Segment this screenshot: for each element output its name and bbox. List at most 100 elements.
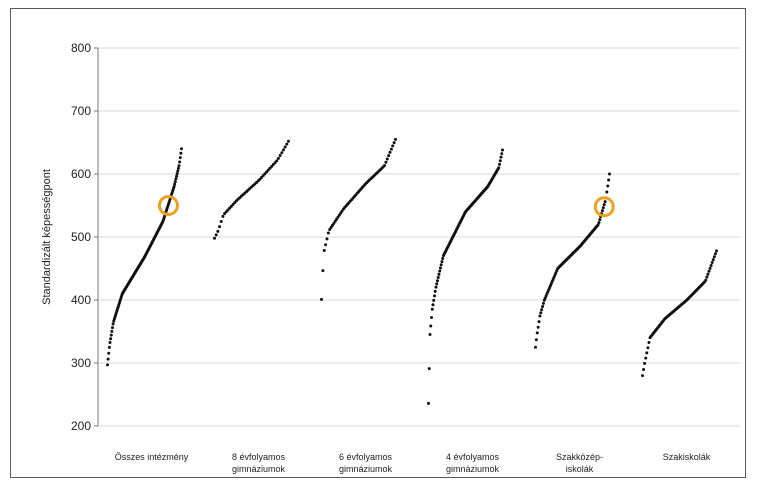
data-point-c0-7 <box>110 329 114 333</box>
data-point-c1-40 <box>280 151 284 155</box>
category-label-0-0: Összes intézmény <box>115 452 189 462</box>
data-point-c5-69 <box>715 249 718 253</box>
y-tick-label-400: 400 <box>71 293 91 307</box>
data-point-c2-53 <box>392 141 396 145</box>
data-point-c1-42 <box>283 145 287 149</box>
data-point-c2-5 <box>326 231 330 235</box>
data-point-c0-118 <box>179 151 183 155</box>
data-point-c3-19 <box>441 256 445 260</box>
data-point-c4-3 <box>536 325 540 329</box>
data-point-c4-9 <box>541 301 545 305</box>
data-point-c4-84 <box>608 172 611 176</box>
data-point-c1-38 <box>276 156 280 160</box>
data-point-c1-1 <box>214 233 218 237</box>
data-point-c0-114 <box>176 166 180 170</box>
category-label-5-0: Szakiskolák <box>663 452 711 462</box>
data-point-c0-4 <box>108 341 112 345</box>
y-tick-label-200: 200 <box>71 419 91 433</box>
data-point-c2-47 <box>384 160 388 164</box>
data-point-c3-16 <box>438 266 442 270</box>
data-point-c3-0 <box>427 401 430 405</box>
data-point-c2-50 <box>388 150 392 154</box>
data-point-c4-1 <box>534 338 538 342</box>
data-point-c1-3 <box>218 225 222 229</box>
data-point-c1-37 <box>275 159 279 163</box>
data-point-c2-2 <box>322 249 326 253</box>
data-point-c4-83 <box>607 178 611 182</box>
data-point-c5-64 <box>709 263 713 267</box>
data-point-c1-41 <box>281 148 285 152</box>
data-point-c3-12 <box>435 279 439 283</box>
data-point-c1-44 <box>287 139 290 143</box>
category-label-2-0: 6 évfolyamos <box>339 452 393 462</box>
data-point-c2-46 <box>383 163 387 167</box>
data-point-c1-39 <box>278 154 282 158</box>
data-point-c0-119 <box>180 147 183 151</box>
category-label-2-1: gimnáziumok <box>339 464 393 474</box>
data-point-c3-6 <box>431 303 435 307</box>
data-point-c0-109 <box>173 180 177 184</box>
data-point-c5-62 <box>707 269 711 273</box>
data-point-c5-0 <box>641 374 644 378</box>
data-point-c2-4 <box>325 237 329 241</box>
data-point-c3-11 <box>435 282 439 286</box>
data-point-c2-52 <box>391 144 395 148</box>
data-point-c5-3 <box>644 356 648 360</box>
data-point-c3-9 <box>433 289 437 293</box>
highlight-ring-c0 <box>157 195 179 216</box>
data-point-c2-48 <box>385 157 389 161</box>
data-point-c0-116 <box>178 160 182 164</box>
data-point-c0-107 <box>172 185 176 189</box>
data-point-c2-3 <box>324 243 328 247</box>
data-point-c0-112 <box>175 172 179 176</box>
data-point-c2-49 <box>387 154 391 158</box>
data-point-c4-72 <box>597 221 601 225</box>
category-label-1-1: gimnáziumok <box>232 464 286 474</box>
data-point-c3-3 <box>429 324 433 328</box>
category-label-3-0: 4 évfolyamos <box>446 452 500 462</box>
data-point-c4-2 <box>535 331 539 335</box>
data-point-c3-14 <box>437 272 441 276</box>
data-point-c5-65 <box>710 261 714 265</box>
data-point-c3-15 <box>438 269 442 273</box>
data-point-c0-9 <box>111 322 115 326</box>
data-point-c4-8 <box>541 305 545 308</box>
category-label-4-1: iskolák <box>566 464 594 474</box>
data-point-c3-10 <box>434 285 438 289</box>
data-point-c4-7 <box>540 308 544 312</box>
data-point-c5-67 <box>712 255 716 259</box>
data-point-c0-113 <box>176 169 180 173</box>
data-point-c5-4 <box>645 351 649 355</box>
data-point-c0-8 <box>110 326 114 330</box>
data-point-c3-13 <box>436 276 440 280</box>
data-point-c3-5 <box>430 307 434 311</box>
data-point-c0-0 <box>106 363 109 367</box>
data-point-c5-5 <box>646 346 650 350</box>
data-point-c3-2 <box>428 332 432 336</box>
data-point-c5-2 <box>643 361 647 365</box>
category-label-4-0: Szakközép- <box>556 452 603 462</box>
data-point-c4-5 <box>538 314 542 318</box>
data-point-c1-0 <box>213 236 216 240</box>
data-point-c5-66 <box>711 258 715 262</box>
y-tick-label-500: 500 <box>71 230 91 244</box>
y-axis-label: Standardizált képességpont <box>41 169 53 305</box>
data-point-c0-5 <box>109 337 113 341</box>
data-point-c3-98 <box>500 152 504 156</box>
data-point-c4-0 <box>534 345 537 349</box>
data-point-c2-0 <box>320 297 323 301</box>
data-point-c3-96 <box>498 159 502 163</box>
data-point-c3-7 <box>432 298 436 302</box>
data-point-c3-17 <box>439 263 443 267</box>
data-point-c2-51 <box>389 147 393 151</box>
highlight-ring-c4 <box>593 196 615 218</box>
data-point-c4-78 <box>602 203 606 207</box>
y-tick-label-300: 300 <box>71 356 91 370</box>
data-point-c3-97 <box>499 155 503 159</box>
data-point-c3-95 <box>498 162 502 166</box>
data-point-c0-111 <box>175 174 179 178</box>
chart-frame <box>10 8 746 478</box>
data-point-c0-1 <box>106 357 110 361</box>
data-point-c4-4 <box>537 320 541 324</box>
